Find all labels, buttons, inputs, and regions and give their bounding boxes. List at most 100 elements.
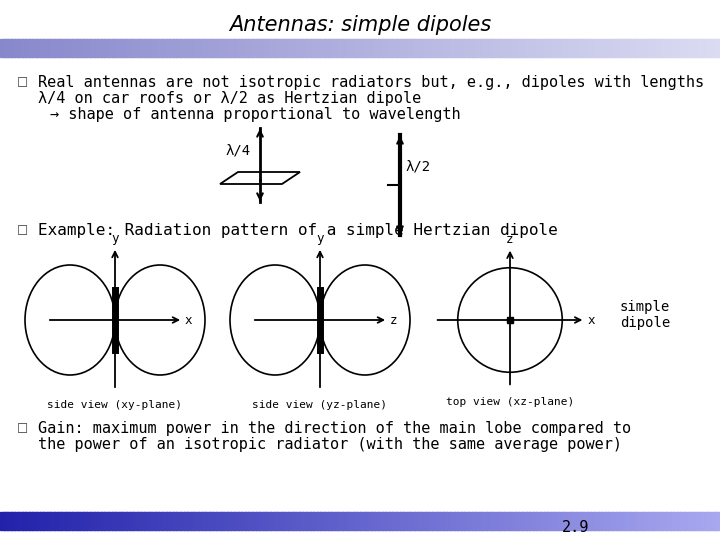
Bar [324, 39, 328, 57]
Bar [378, 39, 382, 57]
Bar [320, 512, 325, 530]
Bar [108, 512, 112, 530]
Text: side view (xy-plane): side view (xy-plane) [48, 400, 182, 410]
Bar [126, 39, 130, 57]
Bar [238, 512, 242, 530]
Bar [29, 512, 33, 530]
Bar [695, 39, 699, 57]
Bar [468, 39, 472, 57]
Bar [418, 39, 422, 57]
Bar [356, 39, 361, 57]
Bar [482, 512, 487, 530]
Bar [432, 39, 436, 57]
Bar [328, 512, 332, 530]
Text: x: x [588, 314, 595, 327]
Bar [713, 512, 717, 530]
Bar [515, 39, 519, 57]
Bar [626, 512, 631, 530]
Bar [623, 39, 627, 57]
Bar [486, 39, 490, 57]
Bar [133, 39, 138, 57]
Bar [295, 39, 300, 57]
Bar [230, 39, 235, 57]
Bar [508, 512, 512, 530]
Bar [43, 39, 48, 57]
Bar [616, 512, 620, 530]
Bar [421, 39, 426, 57]
Bar [76, 512, 80, 530]
Bar [472, 39, 476, 57]
Bar [205, 512, 210, 530]
Bar [58, 39, 62, 57]
Bar [464, 39, 469, 57]
Bar [245, 512, 249, 530]
Bar [666, 39, 670, 57]
Bar [151, 39, 156, 57]
Bar [198, 512, 202, 530]
Text: □: □ [17, 76, 27, 89]
Bar [234, 39, 238, 57]
Bar [608, 512, 613, 530]
Bar [76, 39, 80, 57]
Bar [158, 39, 163, 57]
Bar [576, 39, 580, 57]
Text: z: z [506, 233, 514, 246]
Bar [234, 512, 238, 530]
Bar [497, 39, 501, 57]
Bar [637, 39, 642, 57]
Bar [598, 512, 602, 530]
Bar [140, 512, 145, 530]
Bar [716, 512, 720, 530]
Bar [371, 512, 375, 530]
Bar [241, 512, 246, 530]
Bar [281, 39, 285, 57]
Bar [223, 39, 228, 57]
Bar [475, 39, 480, 57]
Bar [446, 39, 451, 57]
Bar [277, 512, 282, 530]
Bar [389, 39, 393, 57]
Bar [90, 512, 94, 530]
Bar [565, 39, 570, 57]
Bar [140, 39, 145, 57]
Bar [580, 512, 584, 530]
Bar [162, 512, 166, 530]
Bar [518, 39, 523, 57]
Bar [637, 512, 642, 530]
Bar [4, 512, 8, 530]
Bar [403, 39, 408, 57]
Bar [205, 39, 210, 57]
Bar [176, 39, 181, 57]
Bar [619, 512, 624, 530]
Bar [245, 39, 249, 57]
Bar [166, 39, 170, 57]
Bar [392, 39, 397, 57]
Bar [101, 512, 105, 530]
Bar [580, 39, 584, 57]
Bar [158, 512, 163, 530]
Bar [130, 39, 134, 57]
Bar [482, 39, 487, 57]
Bar [32, 512, 37, 530]
Bar [454, 512, 458, 530]
Bar [706, 39, 710, 57]
Bar [655, 512, 660, 530]
Bar [439, 39, 444, 57]
Bar [616, 39, 620, 57]
Bar [173, 512, 177, 530]
Bar [223, 512, 228, 530]
Text: λ/4: λ/4 [225, 143, 250, 157]
Bar [202, 39, 206, 57]
Bar [346, 512, 350, 530]
Bar [148, 39, 152, 57]
Bar [403, 512, 408, 530]
Bar [299, 39, 303, 57]
Bar [450, 39, 454, 57]
Bar [684, 39, 688, 57]
Bar [684, 512, 688, 530]
Bar [4, 39, 8, 57]
Bar [504, 39, 508, 57]
Bar [266, 39, 271, 57]
Bar [68, 512, 73, 530]
Text: side view (yz-plane): side view (yz-plane) [253, 400, 387, 410]
